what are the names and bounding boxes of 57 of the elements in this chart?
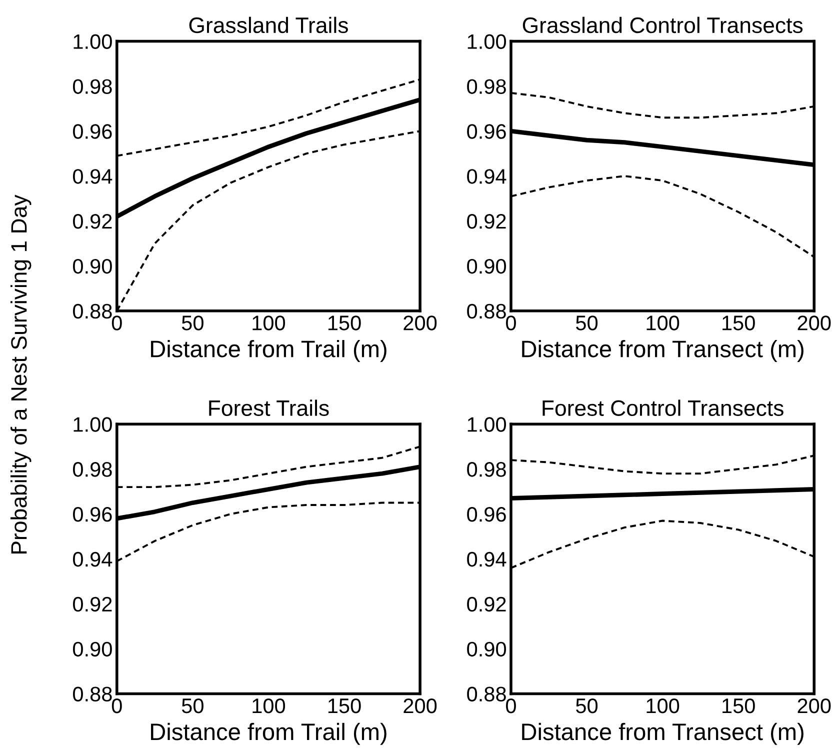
- y-tick-label: 0.94: [73, 169, 112, 184]
- x-tick-label: 50: [182, 698, 204, 714]
- x-axis-title: Distance from Trail (m): [151, 340, 386, 362]
- y-tick-label: 0.98: [467, 79, 506, 94]
- y-tick-label: 0.92: [467, 596, 506, 612]
- y-tick-label: 0.92: [467, 214, 506, 229]
- y-tick-label: 0.90: [467, 258, 506, 274]
- x-tick-label: 100: [252, 698, 286, 714]
- x-tick-label: 100: [252, 316, 286, 330]
- y-tick-label: 1.00: [468, 417, 506, 432]
- y-tick-label: 0.90: [73, 258, 112, 274]
- x-tick-label: 150: [722, 316, 755, 330]
- y-tick-label: 0.96: [467, 124, 506, 139]
- x-tick-label: 200: [798, 698, 831, 714]
- y-tick-label: 0.98: [73, 462, 112, 477]
- chart-title: Forest Control Transects: [542, 400, 784, 416]
- chart-title: Grassland Trails: [189, 16, 348, 34]
- y-axis-title: Probability of a Nest Surviving 1 Day: [10, 194, 32, 554]
- x-tick-label: 50: [576, 316, 598, 330]
- y-tick-label: 0.94: [467, 552, 506, 567]
- x-tick-label: 150: [722, 698, 755, 714]
- y-tick-label: 0.90: [467, 642, 506, 657]
- y-tick-label: 0.96: [73, 124, 112, 139]
- x-axis-title: Distance from Transect (m): [522, 340, 804, 362]
- y-tick-label: 0.88: [73, 686, 112, 702]
- x-tick-label: 200: [798, 316, 831, 330]
- y-tick-label: 0.92: [73, 596, 112, 612]
- y-tick-label: 1.00: [74, 417, 112, 432]
- chart-title: Grassland Control Transects: [522, 16, 803, 34]
- x-axis-title: Distance from Transect (m): [522, 722, 804, 745]
- x-tick-label: 200: [404, 316, 437, 330]
- x-tick-label: 50: [576, 698, 598, 714]
- y-tick-label: 0.90: [73, 642, 112, 657]
- x-tick-label: 200: [404, 698, 437, 714]
- y-tick-label: 0.94: [467, 169, 506, 184]
- y-tick-label: 0.98: [467, 462, 506, 477]
- x-tick-label: 100: [646, 316, 680, 330]
- y-tick-label: 0.88: [467, 304, 506, 319]
- x-tick-label: 0: [112, 698, 122, 714]
- x-tick-label: 100: [646, 698, 680, 714]
- y-tick-label: 1.00: [468, 34, 506, 50]
- y-tick-label: 0.88: [73, 304, 112, 319]
- y-tick-label: 1.00: [74, 34, 112, 50]
- x-tick-label: 0: [112, 316, 122, 330]
- x-tick-label: 150: [328, 698, 361, 714]
- x-tick-label: 0: [506, 698, 516, 714]
- chart-title: Forest Trails: [209, 400, 329, 416]
- x-tick-label: 0: [506, 316, 516, 330]
- y-tick-label: 0.94: [73, 552, 112, 567]
- x-axis-title: Distance from Trail (m): [151, 722, 386, 745]
- x-tick-label: 50: [182, 316, 204, 330]
- y-tick-label: 0.92: [73, 214, 112, 229]
- y-tick-label: 0.98: [73, 79, 112, 94]
- y-tick-label: 0.96: [467, 507, 506, 522]
- x-tick-label: 150: [328, 316, 361, 330]
- y-tick-label: 0.96: [73, 507, 112, 522]
- y-tick-label: 0.88: [467, 686, 506, 702]
